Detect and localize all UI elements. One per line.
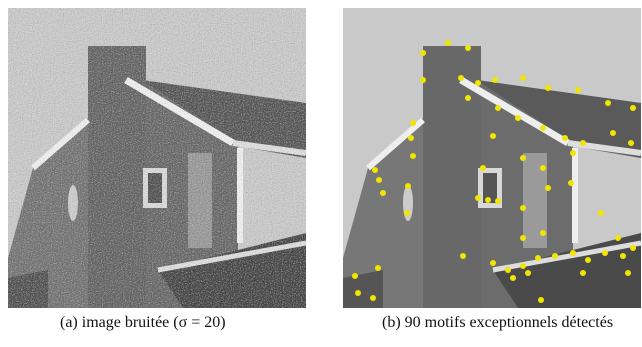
caption: (b) 90 motifs exceptionnels détectés xyxy=(382,314,613,332)
images xyxy=(0,0,642,310)
detection-image xyxy=(343,8,641,308)
caption: (a) image bruitée (σ = 20) xyxy=(60,314,226,332)
figure: (a) image bruitée (σ = 20) (b) 90 motifs… xyxy=(0,0,642,347)
noisy-image xyxy=(8,8,306,308)
